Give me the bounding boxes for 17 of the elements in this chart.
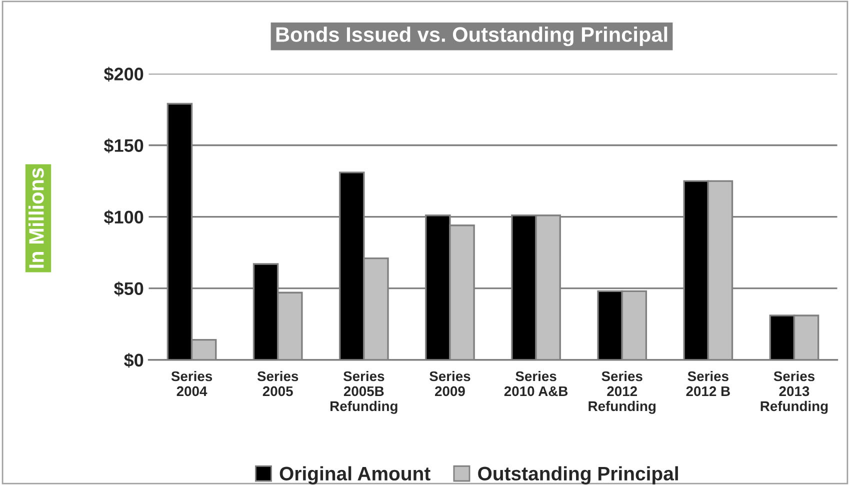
- y-tick-label: $0: [124, 353, 144, 368]
- y-tick-label: $200: [104, 66, 144, 82]
- legend-label: Original Amount: [280, 466, 430, 484]
- y-tick-label: $100: [104, 210, 144, 225]
- x-tick-label: Series 2013 Refunding: [760, 370, 828, 414]
- y-tick-label: $150: [104, 138, 144, 154]
- chart-title: Bonds Issued vs. Outstanding Principal: [276, 26, 668, 46]
- x-tick-label: Series 2005B Refunding: [330, 370, 398, 414]
- x-tick-label: Series 2010 A&B: [504, 370, 568, 396]
- x-tick-label: Series 2005: [257, 370, 298, 396]
- legend-label: Outstanding Principal: [478, 466, 678, 484]
- x-tick-label: Series 2009: [430, 370, 470, 396]
- y-axis-title: In Millions: [28, 168, 44, 268]
- x-tick-label: Series 2004: [171, 370, 212, 396]
- x-tick-label: Series 2012 Refunding: [588, 370, 656, 414]
- x-tick-label: Series 2012 B: [686, 370, 730, 396]
- y-tick-label: $50: [114, 281, 144, 296]
